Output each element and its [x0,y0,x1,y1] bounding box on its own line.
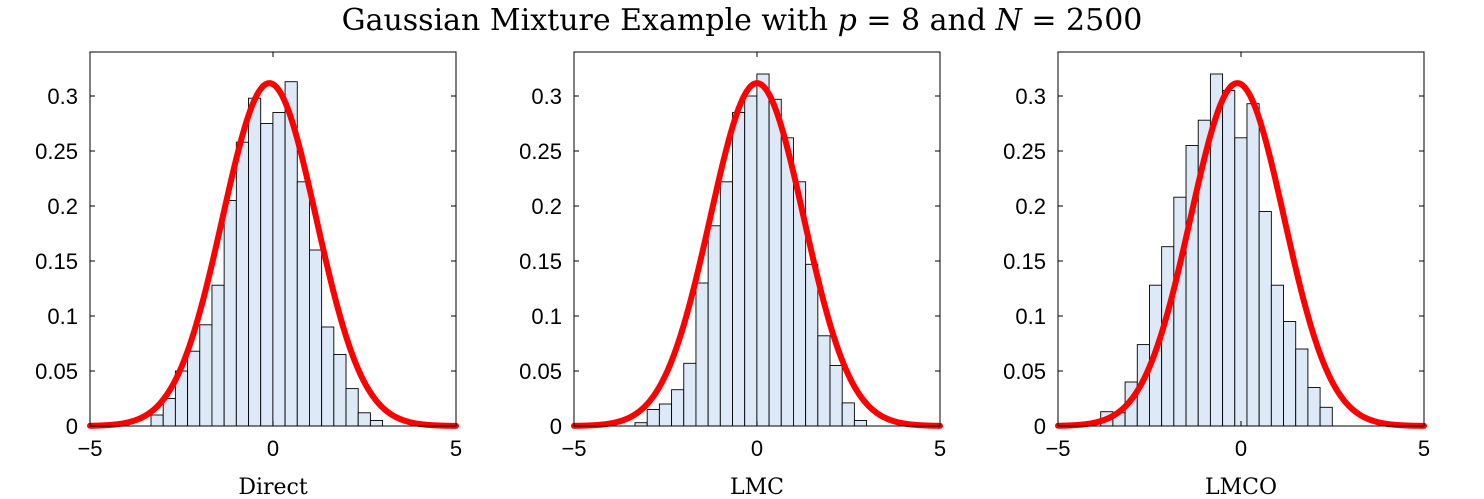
y-tick-label: 0 [1034,414,1046,439]
histogram-bar [805,263,819,427]
histogram-bar [1307,387,1321,427]
histogram-bar [756,73,770,427]
histogram-bar [333,354,347,427]
histogram-bar [211,284,225,427]
histogram-bar [187,350,201,427]
histogram-bar [296,181,310,427]
x-axis-label: Direct [238,475,308,499]
histogram-bar [646,409,660,427]
histogram-bar [683,362,697,427]
y-tick-label: 0.2 [47,194,78,219]
histogram-bar [817,335,831,427]
x-tick-label: 0 [1235,436,1247,461]
x-tick-label: −5 [561,436,586,461]
x-tick-label: 0 [751,436,763,461]
histogram-bar [841,402,855,427]
histogram-bar [658,403,673,427]
y-tick-label: 0.2 [531,194,562,219]
histogram-bar [1246,103,1260,427]
histogram-bar [829,365,843,427]
histogram-bar [1173,196,1187,427]
y-tick-label: 0.1 [531,304,562,329]
x-tick-label: 5 [450,436,462,461]
histogram-bar [1258,211,1272,427]
histogram-bar [1234,137,1248,427]
histogram-bar [1295,348,1309,427]
y-tick-label: 0.3 [1015,84,1046,109]
density-curve [87,80,459,429]
title-p-variable: p [837,3,857,38]
x-tick-label: 5 [1418,436,1430,461]
y-tick-label: 0.15 [1003,249,1046,274]
histogram-bar [345,388,359,427]
y-tick-label: 0.25 [35,139,78,164]
x-axis-label: LMCO [1205,475,1277,499]
y-tick-label: 0.25 [1003,139,1046,164]
x-tick-label: 5 [934,436,946,461]
histogram-bar [744,95,758,427]
y-tick-label: 0.25 [519,139,562,164]
histogram-bar [707,225,721,427]
title-n-equals: = 2500 [1021,3,1143,38]
y-tick-label: 0.1 [47,304,78,329]
y-tick-label: 0.05 [519,359,562,384]
histogram-bar [1319,406,1333,427]
histogram-bar [260,123,274,427]
histogram-bar [272,112,286,427]
y-tick-label: 0.15 [519,249,562,274]
histogram-bar [719,181,733,427]
y-tick-label: 0.3 [47,84,78,109]
y-tick-label: 0.05 [1003,359,1046,384]
histogram-bar [671,389,685,427]
histogram-bar [1283,321,1297,427]
y-tick-label: 0.05 [35,359,78,384]
x-tick-label: 0 [267,436,279,461]
histogram-bar [1222,90,1236,427]
title-prefix: Gaussian Mixture Example with [341,3,838,38]
y-tick-label: 0.1 [1015,304,1046,329]
histogram-bar [223,200,237,427]
density-curve [571,80,943,429]
histogram-bar [321,326,335,427]
histogram-bar [732,112,746,427]
histogram-bar [1270,284,1284,427]
x-tick-label: −5 [1045,436,1070,461]
y-tick-label: 0 [66,414,78,439]
histogram-bar [357,412,371,427]
x-axis-label: LMC [730,475,784,499]
y-tick-label: 0 [550,414,562,439]
figure-title: Gaussian Mixture Example with p = 8 and … [0,0,1484,46]
title-p-equals: = 8 [856,3,921,38]
y-tick-label: 0.15 [35,249,78,274]
histogram-bar [248,97,262,427]
title-and: and [920,3,996,38]
histogram-bar [768,98,782,427]
histogram-bar [150,414,164,427]
density-curve [1055,80,1427,429]
histogram-bar [199,324,213,427]
histogram-bar [853,420,868,427]
y-tick-label: 0.2 [1015,194,1046,219]
histogram-bar [369,420,384,427]
histogram-bar [235,141,249,427]
histogram-bar [695,282,709,427]
histogram-bar [780,137,794,427]
histogram-bar [309,249,323,427]
title-n-variable: N [995,3,1022,38]
y-tick-label: 0.3 [531,84,562,109]
x-tick-label: −5 [77,436,102,461]
histogram-bar [162,398,176,427]
